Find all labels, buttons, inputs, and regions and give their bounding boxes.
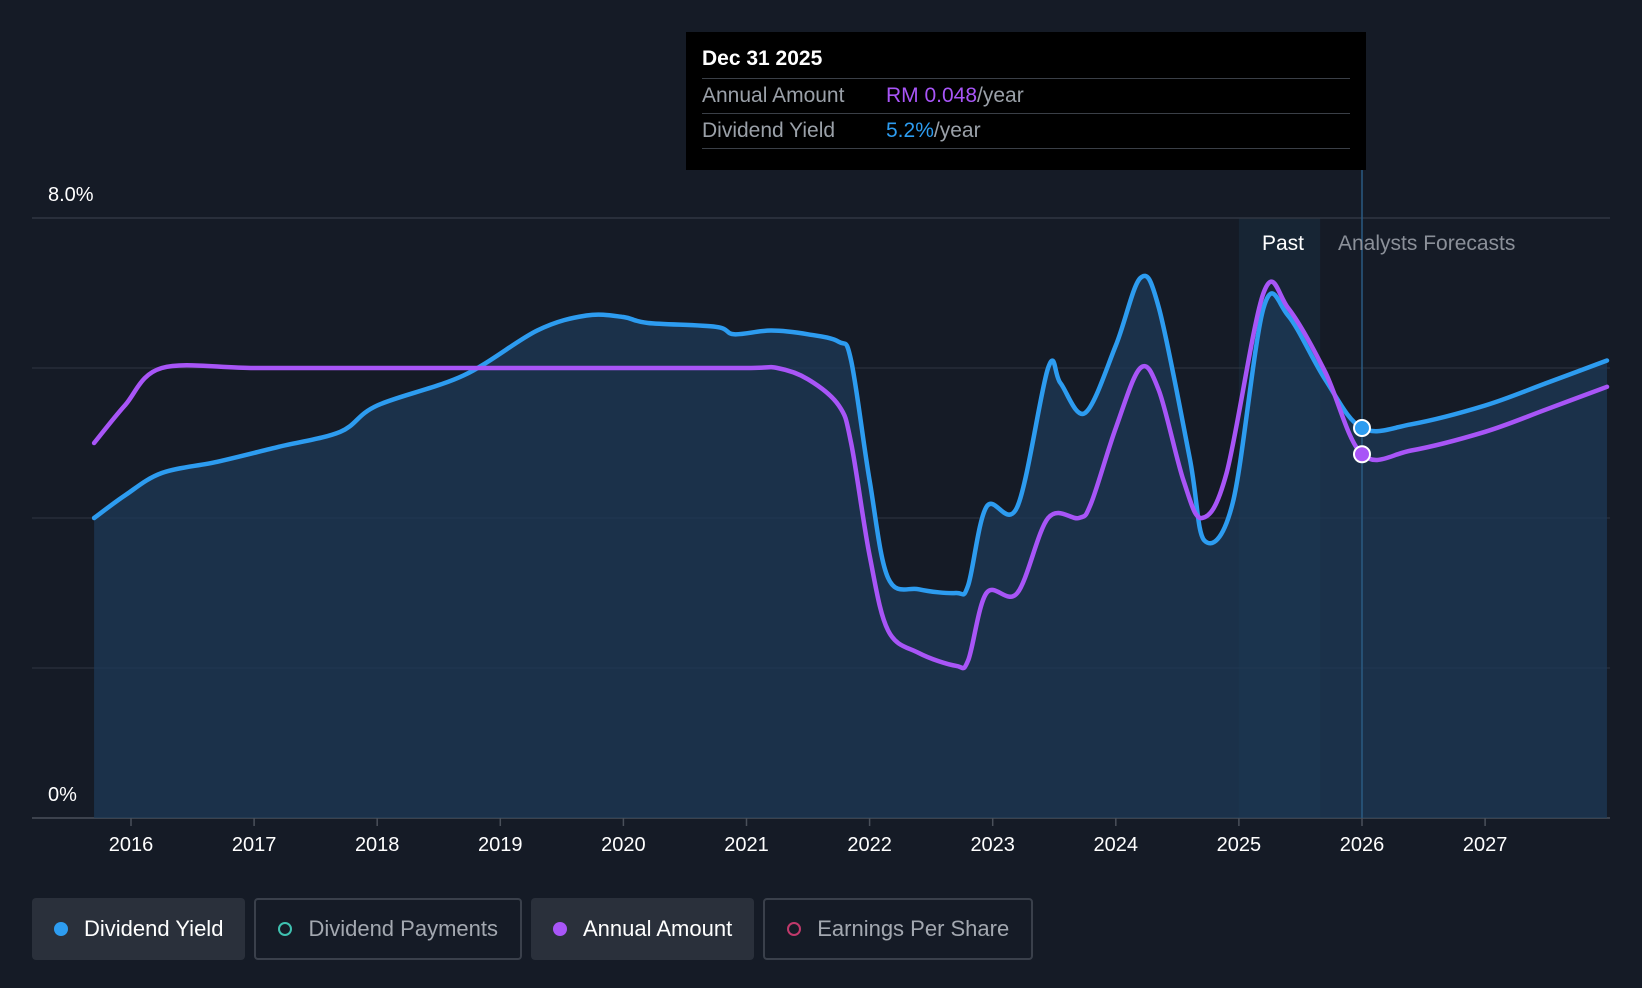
legend-annual-amount[interactable]: Annual Amount <box>530 898 755 960</box>
legend-dot-annual-amount <box>552 922 567 936</box>
x-axis-label: 2017 <box>232 834 277 856</box>
x-axis-label: 2016 <box>109 834 154 856</box>
past-label: Past <box>1262 232 1304 255</box>
tooltip-yield-label: Dividend Yield <box>702 119 836 142</box>
tooltip: Dec 31 2025 Annual Amount RM 0.048/year … <box>686 32 1366 170</box>
y-axis-label-bottom: 0% <box>48 784 77 806</box>
legend-dividend-payments[interactable]: Dividend Payments <box>254 898 522 960</box>
analysts-forecasts-label: Analysts Forecasts <box>1338 232 1515 255</box>
annual-amount-line <box>91 279 1610 671</box>
x-axis-label: 2025 <box>1217 834 1262 856</box>
tooltip-date: Dec 31 2025 <box>702 44 1350 79</box>
x-axis-ticks: 2016 2017 2018 2019 2020 2021 2022 2023 2024 2025… <box>109 818 1508 856</box>
tooltip-yield-row: Dividend Yield 5.2%/year <box>702 114 1350 149</box>
legend-label-dividend-yield: Dividend Yield <box>84 916 224 941</box>
dividend-yield-area <box>94 275 1608 818</box>
legend-dot-dividend-payments <box>278 922 293 936</box>
legend-label-dividend-payments: Dividend Payments <box>308 916 498 941</box>
tooltip-annual-value: RM 0.048 <box>886 84 978 107</box>
x-axis-label: 2022 <box>847 834 892 856</box>
tooltip-annual-row: Annual Amount RM 0.048/year <box>702 79 1350 114</box>
tooltip-annual-label: Annual Amount <box>702 84 845 107</box>
legend-earnings-per-share[interactable]: Earnings Per Share <box>763 898 1034 960</box>
x-axis-label: 2024 <box>1094 834 1139 856</box>
legend-dot-dividend-yield <box>54 922 68 936</box>
tooltip-annual-unit: /year <box>977 84 1024 107</box>
x-axis-label: 2019 <box>478 834 523 856</box>
legend: Dividend Yield Dividend Payments Annual … <box>32 898 1034 960</box>
dividend-yield-point-marker[interactable] <box>1353 419 1371 437</box>
tooltip-yield-value: 5.2% <box>886 119 934 142</box>
x-axis-label: 2027 <box>1463 834 1508 856</box>
legend-dividend-yield[interactable]: Dividend Yield <box>32 898 246 960</box>
x-axis-label: 2020 <box>601 834 646 856</box>
x-axis-label: 2026 <box>1340 834 1385 856</box>
legend-label-annual-amount: Annual Amount <box>582 916 733 941</box>
x-axis-label: 2018 <box>355 834 400 856</box>
tooltip-yield-unit: /year <box>933 119 981 142</box>
annual-amount-point-marker[interactable] <box>1353 445 1371 464</box>
x-axis-label: 2023 <box>970 834 1015 856</box>
y-axis-label-top: 8.0% <box>48 184 94 206</box>
x-axis-label: 2021 <box>724 834 769 856</box>
legend-label-earnings-per-share: Earnings Per Share <box>817 916 1010 941</box>
legend-dot-earnings-per-share <box>787 922 802 936</box>
